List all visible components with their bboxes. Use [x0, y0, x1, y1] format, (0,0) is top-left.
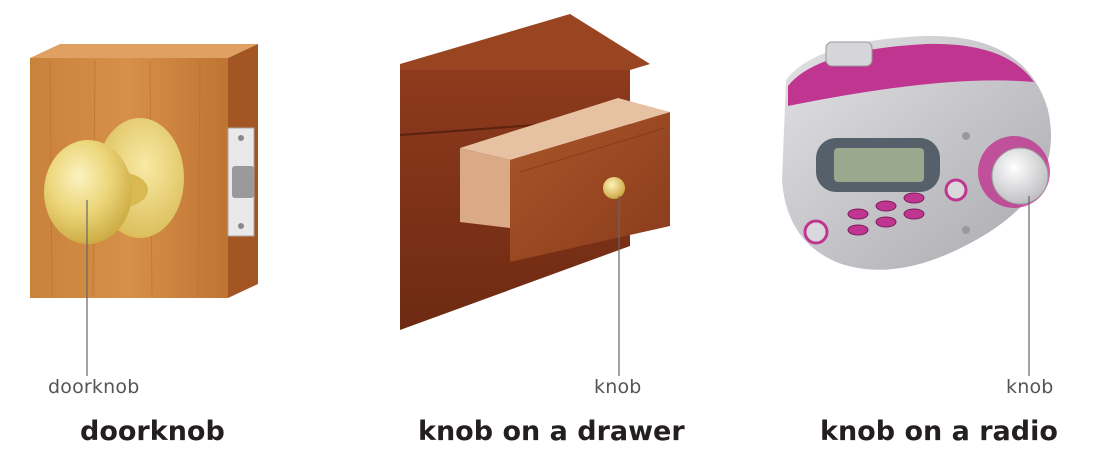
- doorknob-icon: [44, 140, 132, 244]
- cabinet-top: [400, 14, 650, 70]
- radio-illustration: [782, 35, 1051, 376]
- drawer-knob-icon: [603, 177, 625, 199]
- drawer-panel: knob knob on a drawer: [380, 0, 700, 476]
- door-top-face: [30, 44, 258, 58]
- door-illustration: [30, 44, 258, 376]
- drawer-illustration: [399, 14, 670, 376]
- radio-caption: knob on a radio: [820, 416, 1058, 447]
- drawer-interior-side: [460, 148, 510, 228]
- drawer-interior-back: [460, 98, 670, 160]
- doorknob-caption: doorknob: [80, 416, 225, 447]
- doorknob-panel: doorknob doorknob: [0, 0, 320, 476]
- doorknob-callout-label: doorknob: [48, 376, 140, 398]
- radio-display-screen: [834, 148, 924, 182]
- drawer-front: [510, 112, 670, 262]
- radio-small-round-button: [803, 219, 829, 245]
- drawer-knob-callout-label: knob: [594, 376, 642, 398]
- radio-knob-icon: [991, 147, 1049, 205]
- drawer-caption: knob on a drawer: [418, 416, 685, 447]
- latch-bolt: [232, 166, 254, 198]
- radio-top-button: [825, 41, 873, 67]
- radio-knob-callout-label: knob: [1006, 376, 1054, 398]
- radio-panel: knob knob on a radio: [776, 0, 1096, 476]
